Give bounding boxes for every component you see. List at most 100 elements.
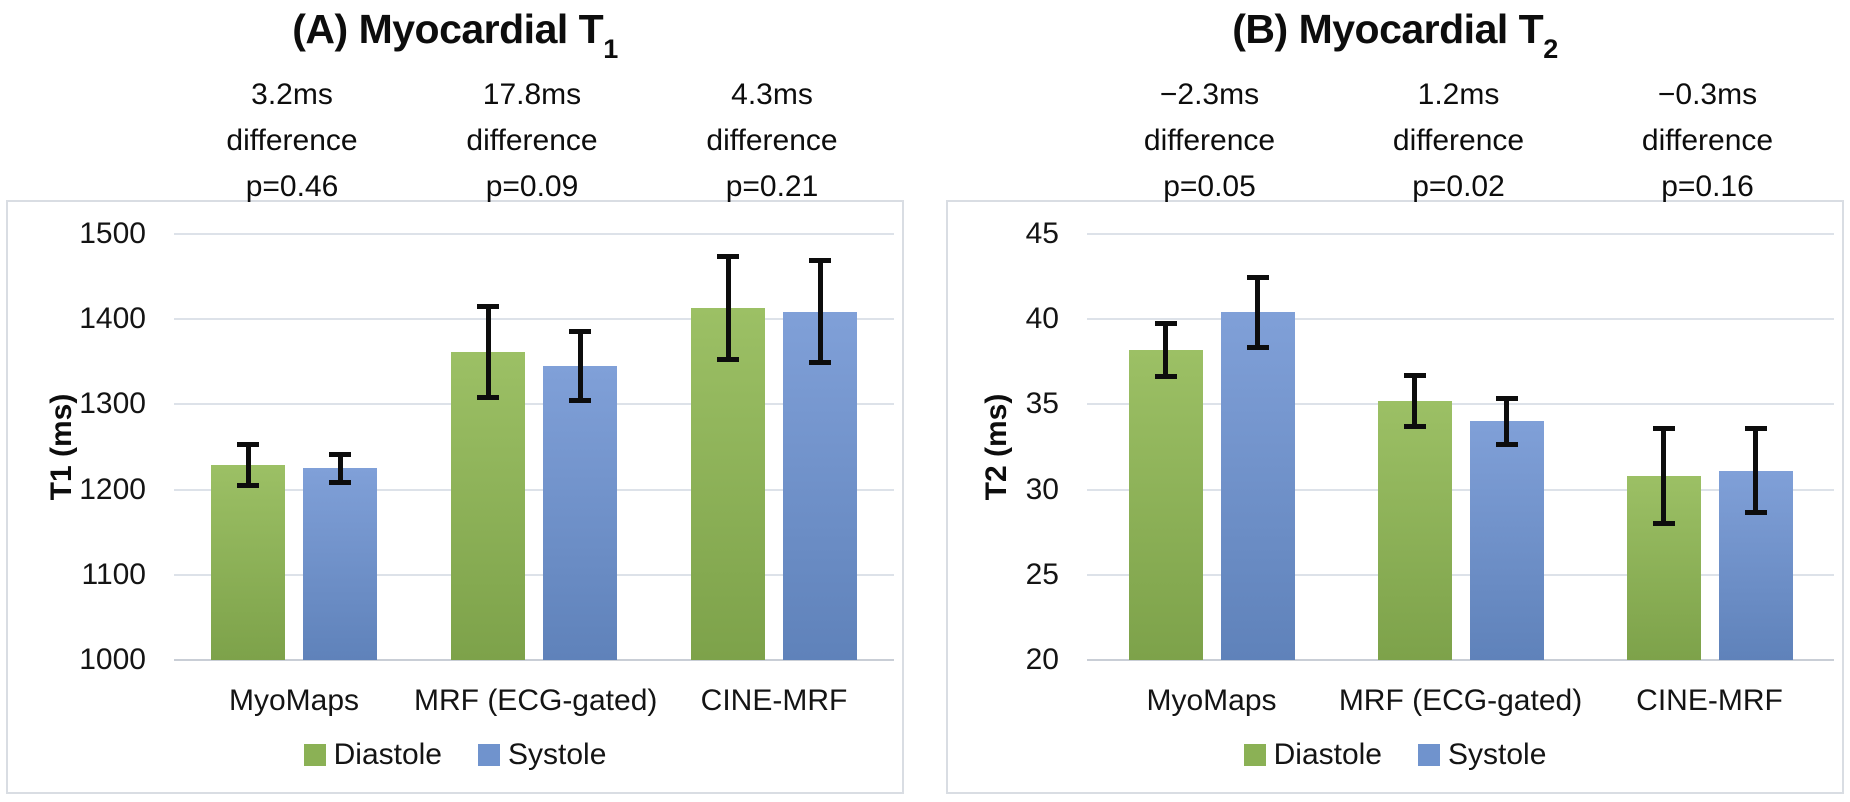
error-bar-cap-bottom [1744,510,1767,516]
error-bar-diastole-myomaps [245,443,251,487]
chart-b-legend: Diastole Systole [948,738,1842,772]
chart-a-plot-panel: T1 (ms) 1000 1100 1200 1300 1400 1500 MyoMaps… [6,200,904,794]
annotation-group-2: 17.8ms difference p=0.09 [412,72,652,210]
error-bar-cap-top [237,441,259,447]
y-tick-label-25: 25 [1025,557,1059,591]
legend-label-diastole: Diastole [1273,738,1382,771]
legend-swatch-diastole [303,744,326,766]
error-bar-diastole-cine-mrf [1661,428,1666,524]
legend-swatch-systole [478,744,500,766]
error-bar-diastole-myomaps [1163,322,1168,378]
error-bar-cap-bottom [1652,520,1675,526]
category-label-mrf-ecg-gated-: MRF (ECG-gated) [414,684,658,717]
error-bar-systole-cine-mrf [1753,428,1758,514]
gridline-1200 [174,488,894,491]
chart-b-title: (B) Myocardial T2 [946,6,1844,63]
error-bar-cap-bottom [477,394,499,400]
error-bar-cap-bottom [809,359,831,365]
error-bar-cap-bottom [237,483,259,489]
annotation-group-2: 1.2ms difference p=0.02 [1334,72,1583,210]
error-bar-systole-myomaps [337,453,343,483]
annotation-p-value: p=0.21 [725,170,819,203]
chart-b-annotations: −2.3ms difference p=0.05 1.2ms difference p=0… [1085,72,1832,210]
gridline-1100 [174,573,894,576]
error-bar-cap-bottom [717,357,739,363]
y-tick-label-35: 35 [1025,387,1059,421]
y-tick-label-1000: 1000 [79,643,146,676]
y-tick-label-1100: 1100 [81,557,146,591]
error-bar-diastole-mrf-ecg-gated- [1412,375,1417,427]
legend-item-systole: Systole [1418,738,1546,772]
category-label-cine-mrf: CINE-MRF [700,684,848,717]
error-bar-cap-bottom [1246,345,1269,351]
chart-b-title-subscript: 2 [1543,34,1558,65]
error-bar-cap-bottom [1154,374,1177,380]
bar-diastole-myomaps [1128,349,1203,660]
annotation-difference-word: difference [1392,124,1525,157]
error-bar-cap-bottom [1495,442,1518,448]
error-bar-cap-top [1246,274,1269,280]
legend-item-diastole: Diastole [303,738,442,772]
chart-a-title-subscript: 1 [603,34,618,65]
annotation-group-1: −2.3ms difference p=0.05 [1085,72,1334,210]
error-bar-cap-top [1154,320,1177,326]
annotation-p-value: p=0.02 [1412,170,1505,203]
error-bar-systole-mrf-ecg-gated- [577,331,583,401]
bar-systole-myomaps [303,468,377,660]
chart-a-annotations: 3.2ms difference p=0.46 17.8ms difference p=0… [172,72,892,210]
annotation-difference-word: difference [1641,124,1774,157]
gridline-1300 [174,403,894,406]
error-bar-cap-bottom [569,397,591,403]
bar-diastole-mrf-ecg-gated- [451,351,525,660]
gridline-1400 [174,318,894,321]
error-bar-cap-top [477,303,499,309]
annotation-difference: −2.3ms [1159,78,1260,111]
bar-systole-mrf-ecg-gated- [1469,421,1544,660]
annotation-group-3: 4.3ms difference p=0.21 [652,72,892,210]
category-label-myomaps: MyoMaps [1146,684,1277,717]
y-tick-label-1300: 1300 [79,387,146,421]
error-bar-cap-top [569,329,591,335]
chart-a-title: (A) Myocardial T1 [6,6,904,63]
error-bar-diastole-mrf-ecg-gated- [485,305,491,398]
gridline-40 [1087,318,1834,321]
legend-label-diastole: Diastole [333,738,442,771]
error-bar-cap-top [1744,426,1767,432]
error-bar-cap-top [809,258,831,264]
annotation-p-value: p=0.05 [1163,170,1256,203]
annotation-difference: −0.3ms [1657,78,1758,111]
chart-a: (A) Myocardial T1 3.2ms difference p=0.46 1… [0,0,912,802]
bar-diastole-myomaps [211,464,285,660]
x-axis-baseline [1087,659,1834,661]
y-tick-label-45: 45 [1025,217,1059,250]
error-bar-cap-top [1652,426,1675,432]
annotation-p-value: p=0.46 [245,170,339,203]
legend-label-systole: Systole [508,738,607,771]
error-bar-systole-mrf-ecg-gated- [1504,397,1509,446]
bar-diastole-cine-mrf [691,308,765,660]
category-label-myomaps: MyoMaps [228,684,360,717]
chart-b: (B) Myocardial T2 −2.3ms difference p=0.05… [940,0,1850,802]
chart-b-title-text: (B) Myocardial T [1232,6,1544,52]
error-bar-cap-bottom [329,479,351,485]
annotation-group-3: −0.3ms difference p=0.16 [1583,72,1832,210]
gridline-45 [1087,233,1834,235]
category-label-cine-mrf: CINE-MRF [1636,684,1783,717]
chart-a-legend: Diastole Systole [8,738,902,772]
error-bar-cap-top [717,254,739,260]
y-tick-label-20: 20 [1025,643,1059,676]
bar-systole-mrf-ecg-gated- [543,366,617,660]
bar-diastole-mrf-ecg-gated- [1377,400,1452,660]
annotation-p-value: p=0.16 [1661,170,1754,203]
y-tick-label-1200: 1200 [79,472,146,506]
chart-a-title-text: (A) Myocardial T [292,6,604,52]
gridline-1500 [174,233,894,235]
annotation-difference-word: difference [706,124,838,157]
error-bar-systole-myomaps [1255,276,1260,349]
bar-systole-myomaps [1220,312,1295,660]
chart-b-plot-panel: T2 (ms) 20 25 30 35 40 45 MyoMaps MRF (ECG-gat… [946,200,1844,794]
y-tick-label-30: 30 [1025,472,1059,506]
legend-item-systole: Systole [478,738,606,772]
annotation-difference-word: difference [226,124,358,157]
gridline-25 [1087,573,1834,576]
